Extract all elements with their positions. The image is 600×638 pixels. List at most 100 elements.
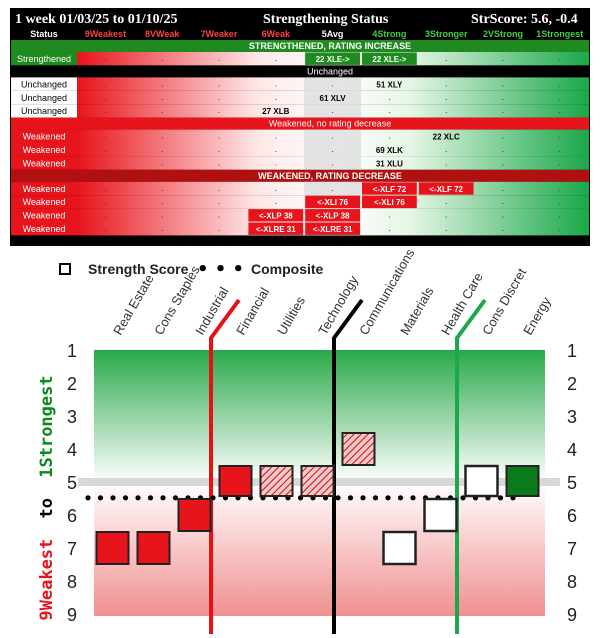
empty-dot: . xyxy=(161,183,164,193)
ticker-label: 22 XLC xyxy=(433,133,460,142)
composite-dot xyxy=(135,495,141,501)
empty-dot: . xyxy=(218,183,221,193)
highlight-cell xyxy=(362,52,417,65)
empty-dot: . xyxy=(388,223,391,233)
y-tick-right: 7 xyxy=(567,539,577,559)
y-tick-right: 3 xyxy=(567,407,577,427)
composite-dot xyxy=(347,495,354,501)
strength-marker xyxy=(218,465,253,497)
empty-dot: . xyxy=(331,78,334,88)
y-tick-left: 5 xyxy=(67,473,77,493)
composite-dot xyxy=(410,495,416,501)
ticker-label: 61 XLV xyxy=(320,94,347,103)
avg-column-shade xyxy=(304,90,361,105)
y-tick-left: 1 xyxy=(67,341,77,361)
composite-dot xyxy=(385,495,391,501)
empty-dot: . xyxy=(388,105,391,115)
sector-divider xyxy=(209,298,241,634)
section-banner xyxy=(11,40,589,52)
y-tick-right: 6 xyxy=(567,506,577,526)
status-cell xyxy=(11,90,77,105)
highlight-cell xyxy=(305,52,360,65)
rating-header: 3Stronger xyxy=(425,29,468,39)
legend-composite-icon: • • • xyxy=(197,259,244,280)
empty-dot: . xyxy=(559,131,562,141)
rating-header: 5Avg xyxy=(322,29,344,39)
empty-dot: . xyxy=(502,144,505,154)
empty-dot: . xyxy=(502,105,505,115)
empty-dot: . xyxy=(331,157,334,167)
y-label-weak: 9Weakest xyxy=(37,539,57,621)
composite-dot xyxy=(397,495,404,501)
empty-dot: . xyxy=(161,144,164,154)
empty-dot: . xyxy=(161,78,164,88)
category-label: Health Care xyxy=(438,270,486,338)
empty-dot: . xyxy=(445,157,448,167)
section-title: Unchanged xyxy=(307,66,353,76)
y-tick-right: 4 xyxy=(567,440,577,460)
table-body: STRENGTHENED, RATING INCREASE Strengthene… xyxy=(11,40,589,236)
empty-dot: . xyxy=(502,196,505,206)
empty-dot: . xyxy=(104,105,107,115)
status-header: Status xyxy=(30,29,58,39)
empty-dot: . xyxy=(218,223,221,233)
status-cell xyxy=(11,222,77,236)
empty-dot: . xyxy=(445,223,448,233)
empty-dot: . xyxy=(104,183,107,193)
y-tick-right: 2 xyxy=(567,374,577,394)
section-title: WEAKENED, RATING DECREASE xyxy=(258,171,402,181)
section-banner xyxy=(11,169,589,182)
y-tick-left: 2 xyxy=(67,374,77,394)
composite-dot xyxy=(85,495,91,501)
y-tick-left: 7 xyxy=(67,539,77,559)
empty-dot: . xyxy=(275,144,278,154)
y-axis-label: 9Weakest to 1Strongest xyxy=(37,375,57,620)
y-tick-left: 8 xyxy=(67,572,77,592)
empty-dot: . xyxy=(275,53,278,63)
ticker-label: <-XLF 72 xyxy=(373,185,407,194)
category-label: Utilities xyxy=(274,293,308,337)
status-cell xyxy=(11,77,77,91)
y-tick-right: 5 xyxy=(567,473,577,493)
category-label: Real Estate xyxy=(110,272,157,338)
strong-zone xyxy=(94,350,545,482)
rating-header: 8VWeak xyxy=(145,29,180,39)
status-cell xyxy=(11,52,77,66)
empty-dot: . xyxy=(559,196,562,206)
strength-marker xyxy=(382,530,417,566)
strength-marker xyxy=(259,465,294,497)
legend-strength-icon xyxy=(59,263,71,275)
empty-dot: . xyxy=(559,78,562,88)
category-label: Technology xyxy=(315,273,361,338)
legend: Strength Score • • • Composite xyxy=(59,259,324,280)
empty-dot: . xyxy=(218,157,221,167)
status-label: Unchanged xyxy=(21,79,67,89)
empty-dot: . xyxy=(275,183,278,193)
status-label: Weakened xyxy=(23,211,66,221)
empty-dot: . xyxy=(161,105,164,115)
composite-dot xyxy=(110,495,116,501)
status-label: Weakened xyxy=(23,145,66,155)
empty-dot: . xyxy=(502,210,505,220)
composite-dot xyxy=(160,495,166,501)
y-tick-left: 4 xyxy=(67,440,77,460)
empty-dot: . xyxy=(104,53,107,63)
empty-dot: . xyxy=(218,53,221,63)
strength-marker xyxy=(423,497,458,533)
empty-dot: . xyxy=(445,53,448,63)
empty-dot: . xyxy=(218,92,221,102)
status-cell xyxy=(11,104,77,118)
empty-dot: . xyxy=(218,196,221,206)
highlight-cell xyxy=(305,222,360,235)
status-label: Unchanged xyxy=(21,106,67,116)
highlight-cell xyxy=(362,195,417,209)
empty-dot: . xyxy=(559,144,562,154)
status-cell xyxy=(11,156,77,170)
category-label: Energy xyxy=(520,294,554,338)
empty-dot: . xyxy=(161,131,164,141)
empty-dot: . xyxy=(331,183,334,193)
composite-dot xyxy=(122,495,129,501)
empty-dot: . xyxy=(104,78,107,88)
strength-marker xyxy=(136,531,171,565)
empty-dot: . xyxy=(445,92,448,102)
